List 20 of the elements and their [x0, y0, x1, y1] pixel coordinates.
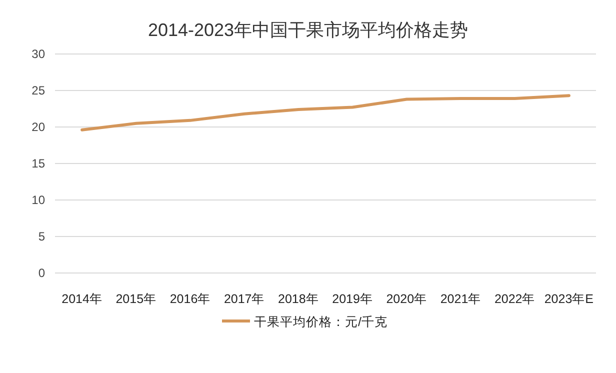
- x-tick-label: 2022年: [494, 292, 536, 306]
- x-tick-label: 2015年: [116, 292, 157, 306]
- x-tick-label: 2014年: [62, 292, 102, 306]
- y-tick-label: 30: [32, 47, 46, 61]
- y-tick-label: 5: [38, 230, 46, 244]
- x-tick-label: 2021年: [440, 292, 482, 306]
- y-tick-label: 0: [38, 266, 46, 280]
- legend-label: 干果平均价格：元/千克: [254, 315, 388, 329]
- y-tick-label: 25: [32, 84, 46, 98]
- x-tick-label: 2023年E: [544, 292, 594, 306]
- x-tick-label: 2018年: [278, 292, 319, 306]
- x-tick-label: 2017年: [224, 292, 265, 306]
- y-tick-label: 10: [32, 193, 46, 207]
- x-tick-label: 2016年: [170, 292, 211, 306]
- x-tick-label: 2020年: [386, 292, 428, 306]
- x-tick-label: 2019年: [332, 292, 373, 306]
- line-series: [80, 94, 570, 132]
- y-tick-label: 15: [32, 156, 46, 170]
- y-tick-label: 20: [32, 120, 46, 134]
- chart-title: 2014-2023年中国干果市场平均价格走势: [148, 20, 468, 40]
